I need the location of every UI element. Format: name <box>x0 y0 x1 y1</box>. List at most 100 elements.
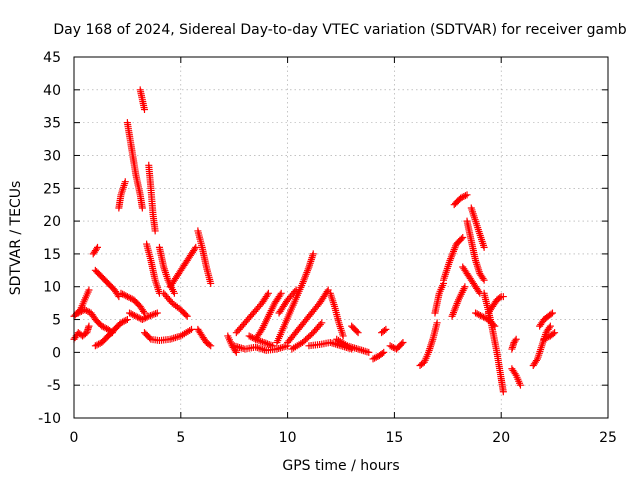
data-point <box>369 355 377 363</box>
data-point <box>142 314 150 322</box>
data-point <box>134 313 142 321</box>
data-point <box>84 307 92 315</box>
data-point <box>511 370 519 378</box>
y-tick-label: 5 <box>52 313 61 329</box>
data-point <box>120 317 128 325</box>
data-point <box>95 340 103 348</box>
data-point <box>151 227 159 235</box>
data-point <box>547 310 555 318</box>
series-arc-23 <box>230 342 292 354</box>
series-arc-10 <box>123 119 146 212</box>
data-point <box>85 322 93 330</box>
data-point <box>262 339 270 347</box>
series-arc-47 <box>484 293 507 317</box>
data-point <box>546 322 554 330</box>
series-arc-38 <box>431 279 448 317</box>
data-point <box>316 320 324 328</box>
y-tick-label: 45 <box>43 50 61 66</box>
data-point <box>292 286 300 294</box>
series-arc-08 <box>115 178 129 212</box>
series-arc-16 <box>155 243 178 297</box>
data-point <box>207 279 215 287</box>
series-arc-14 <box>126 309 161 324</box>
data-point <box>545 324 553 332</box>
y-tick-labels: -10 -5 0 5 10 15 20 25 30 35 40 45 <box>38 50 61 427</box>
x-axis-label: GPS time / hours <box>282 458 399 474</box>
data-point <box>473 310 481 318</box>
data-point <box>548 309 556 317</box>
data-point <box>119 290 127 298</box>
data-point <box>252 335 260 343</box>
data-point <box>382 325 390 333</box>
data-point <box>516 381 524 389</box>
data-point <box>205 341 213 349</box>
series-arc-44 <box>467 204 488 251</box>
data-point <box>277 289 285 297</box>
data-point <box>114 291 122 299</box>
data-point <box>264 289 272 297</box>
data-point <box>472 309 480 317</box>
data-point <box>309 250 317 258</box>
data-point <box>269 342 277 350</box>
data-point <box>476 311 484 319</box>
grid-lines <box>74 57 608 418</box>
data-point <box>148 311 156 319</box>
y-tick-label: 40 <box>43 83 61 99</box>
data-point <box>380 326 388 334</box>
data-point <box>457 194 465 202</box>
data-point <box>255 337 263 345</box>
data-point <box>152 310 160 318</box>
series-arc-20 <box>194 325 215 350</box>
y-tick-label: 20 <box>43 214 61 230</box>
series-arc-07 <box>104 316 131 340</box>
series-arc-52 <box>540 329 559 343</box>
series-arc-41 <box>450 191 471 209</box>
plot-frame <box>73 56 609 419</box>
data-point <box>145 312 153 320</box>
data-point <box>191 245 199 253</box>
data-point <box>76 308 84 316</box>
data-point <box>372 353 380 361</box>
data-point <box>125 293 133 301</box>
data-point <box>122 316 130 324</box>
data-point <box>339 332 347 340</box>
data-point <box>140 106 148 114</box>
data-point <box>318 319 326 327</box>
y-tick-label: 30 <box>43 148 61 164</box>
data-point <box>245 332 253 340</box>
series-arc-29 <box>288 319 326 353</box>
y-tick-label: 10 <box>43 280 61 296</box>
axis-ticks <box>73 56 609 419</box>
data-point <box>146 334 154 342</box>
data-point <box>540 335 548 343</box>
data-point <box>247 333 255 341</box>
x-tick-label: 25 <box>599 430 617 446</box>
data-point <box>461 192 469 200</box>
data-point <box>126 309 134 317</box>
series-arc-09 <box>117 289 148 317</box>
data-point <box>119 318 127 326</box>
series-arc-11 <box>136 86 148 114</box>
series-arc-03 <box>74 306 116 337</box>
data-point <box>353 327 361 335</box>
data-point <box>264 340 272 348</box>
data-point <box>127 310 135 318</box>
data-point <box>478 312 486 320</box>
data-point <box>153 309 161 317</box>
data-point <box>512 335 520 343</box>
data-point <box>354 329 362 337</box>
series-arc-27 <box>275 286 300 317</box>
data-point <box>457 235 465 243</box>
data-point <box>123 316 131 324</box>
series-arc-35 <box>378 325 390 337</box>
data-point <box>380 348 388 356</box>
data-point <box>291 288 299 296</box>
data-point <box>146 312 154 320</box>
data-point <box>371 354 379 362</box>
series-arc-37 <box>416 319 441 369</box>
data-point <box>82 307 90 315</box>
data-point <box>253 336 261 344</box>
data-point <box>135 314 143 322</box>
data-point <box>461 283 469 291</box>
